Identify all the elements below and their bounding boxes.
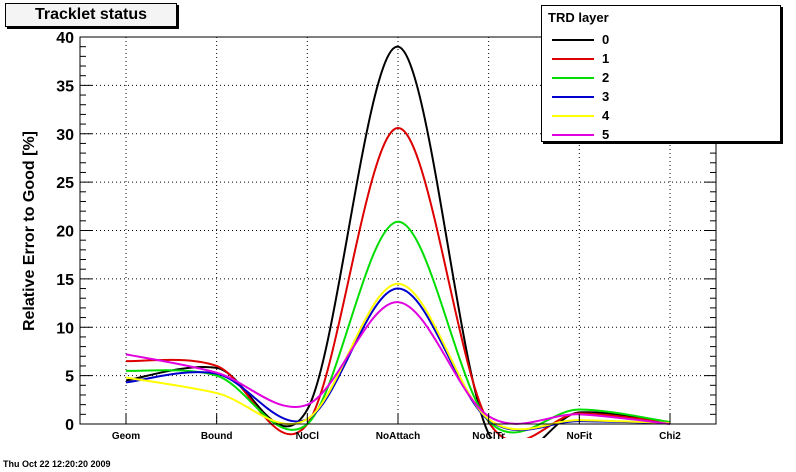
- x-tick-label: Bound: [201, 431, 233, 442]
- legend-swatch: [552, 58, 594, 60]
- legend-label: 0: [602, 32, 610, 47]
- y-tick-label: 40: [56, 30, 74, 47]
- legend-label: 1: [602, 51, 610, 66]
- legend-label: 2: [602, 70, 610, 85]
- legend-item: 4: [552, 107, 772, 124]
- series-line-4: [125, 282, 671, 431]
- y-tick-label: 0: [65, 417, 74, 434]
- legend-swatch: [552, 39, 594, 41]
- legend-item: 0: [552, 31, 772, 48]
- chart-title: Tracklet status: [5, 3, 177, 27]
- y-tick-label: 30: [56, 127, 74, 144]
- legend: TRD layer 0 1 2 3 4 5: [541, 5, 781, 142]
- legend-item: 3: [552, 88, 772, 105]
- series-layer: [125, 45, 671, 438]
- legend-header: TRD layer: [548, 10, 609, 25]
- legend-swatch: [552, 96, 594, 98]
- legend-item: 5: [552, 126, 772, 143]
- y-tick-label: 5: [65, 369, 74, 386]
- legend-label: 3: [602, 89, 610, 104]
- legend-swatch: [552, 77, 594, 79]
- y-tick-label: 10: [56, 320, 74, 337]
- y-axis-label: Relative Error to Good [%]: [21, 131, 38, 331]
- x-tick-label: NoCl: [296, 431, 320, 442]
- legend-swatch: [552, 134, 594, 136]
- x-tick-label: NoAttach: [376, 431, 420, 442]
- y-tick-label: 25: [56, 175, 74, 192]
- legend-swatch: [552, 115, 594, 117]
- x-tick-label: Geom: [112, 431, 140, 442]
- series-line-2: [125, 220, 671, 434]
- legend-label: 4: [602, 108, 610, 123]
- legend-item: 1: [552, 50, 772, 67]
- timestamp: Thu Oct 22 12:20:20 2009: [3, 459, 111, 469]
- y-tick-label: 20: [56, 224, 74, 241]
- legend-item: 2: [552, 69, 772, 86]
- y-tick-label: 35: [56, 78, 74, 95]
- y-tick-label: 15: [56, 272, 74, 289]
- series-line-5: [125, 301, 671, 425]
- x-tick-label: NoFit: [567, 431, 593, 442]
- x-tick-label: Chi2: [659, 431, 681, 442]
- x-tick-label: NoClTr: [472, 431, 505, 442]
- legend-label: 5: [602, 127, 610, 142]
